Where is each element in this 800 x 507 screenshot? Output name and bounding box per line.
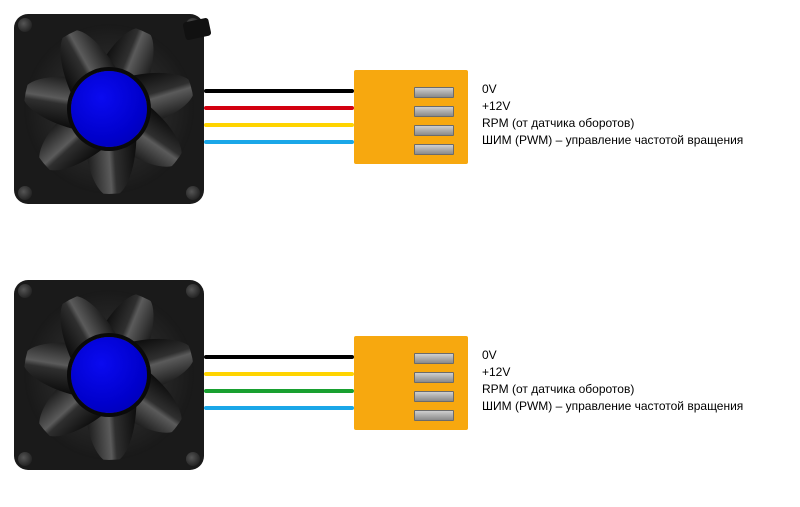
connector-pin [414, 410, 454, 421]
fan-screw-hole [18, 18, 32, 32]
fan-cable-stub [182, 17, 211, 40]
connector-pin [414, 106, 454, 117]
pin-label: RPM (от датчика оборотов) [482, 116, 634, 130]
fan-shroud [24, 290, 194, 460]
connector-pin [414, 391, 454, 402]
wire [204, 106, 354, 110]
wire [204, 123, 354, 127]
wire [204, 389, 354, 393]
fan-icon [14, 14, 204, 204]
wire [204, 372, 354, 376]
fan-screw-hole [18, 284, 32, 298]
fan-connector-unit: 0V +12V RPM (от датчика оборотов) ШИМ (PWM)… [0, 14, 800, 214]
pin-label: +12V [482, 99, 510, 113]
fan-connector-icon [354, 336, 468, 430]
fan-screw-hole [18, 452, 32, 466]
connector-pin [414, 144, 454, 155]
fan-shroud [24, 24, 194, 194]
pin-label: 0V [482, 82, 497, 96]
fan-screw-hole [18, 186, 32, 200]
pin-label: ШИМ (PWM) – управление частотой вращения [482, 133, 743, 147]
connector-pin [414, 125, 454, 136]
pin-label: +12V [482, 365, 510, 379]
fan-icon [14, 280, 204, 470]
wire [204, 406, 354, 410]
wire [204, 89, 354, 93]
connector-pin [414, 87, 454, 98]
pin-label: RPM (от датчика оборотов) [482, 382, 634, 396]
fan-hub [71, 337, 147, 413]
fan-screw-hole [186, 284, 200, 298]
fan-screw-hole [186, 186, 200, 200]
connector-pin [414, 372, 454, 383]
connector-pin [414, 353, 454, 364]
fan-connector-icon [354, 70, 468, 164]
wire [204, 355, 354, 359]
fan-hub [71, 71, 147, 147]
pin-label: ШИМ (PWM) – управление частотой вращения [482, 399, 743, 413]
fan-connector-unit: 0V +12V RPM (от датчика оборотов) ШИМ (PWM)… [0, 280, 800, 480]
fan-screw-hole [186, 452, 200, 466]
pin-label: 0V [482, 348, 497, 362]
wire [204, 140, 354, 144]
